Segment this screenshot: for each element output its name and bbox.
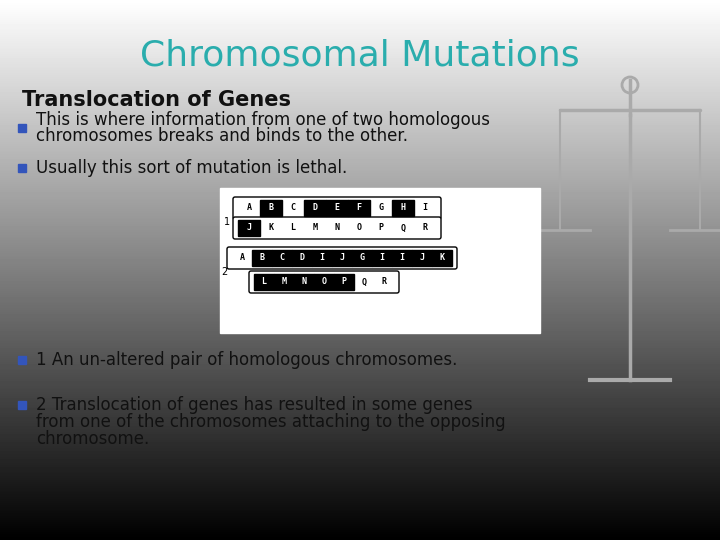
Text: N: N xyxy=(302,278,307,287)
Text: Chromosomal Mutations: Chromosomal Mutations xyxy=(140,38,580,72)
Bar xyxy=(372,250,392,266)
Text: G: G xyxy=(359,253,364,262)
Text: This is where information from one of two homologous: This is where information from one of tw… xyxy=(36,111,490,129)
Bar xyxy=(254,274,274,290)
Bar xyxy=(304,200,326,216)
Text: 1 An un-altered pair of homologous chromosomes.: 1 An un-altered pair of homologous chrom… xyxy=(36,351,457,369)
Text: 2 Translocation of genes has resulted in some genes: 2 Translocation of genes has resulted in… xyxy=(36,396,472,414)
FancyBboxPatch shape xyxy=(233,197,441,219)
Text: 2: 2 xyxy=(221,267,227,277)
Text: 1: 1 xyxy=(224,217,230,227)
Bar xyxy=(392,200,414,216)
Text: chromosomes breaks and binds to the other.: chromosomes breaks and binds to the othe… xyxy=(36,127,408,145)
Text: I: I xyxy=(400,253,405,262)
Bar xyxy=(260,200,282,216)
Text: I: I xyxy=(423,204,428,213)
Bar xyxy=(334,274,354,290)
Text: C: C xyxy=(279,253,284,262)
Text: O: O xyxy=(356,224,361,233)
Text: E: E xyxy=(335,204,340,213)
Text: N: N xyxy=(335,224,340,233)
FancyBboxPatch shape xyxy=(233,217,441,239)
Bar xyxy=(332,250,352,266)
Text: D: D xyxy=(312,204,318,213)
Bar xyxy=(314,274,334,290)
Text: M: M xyxy=(282,278,287,287)
Bar xyxy=(294,274,314,290)
Text: O: O xyxy=(322,278,326,287)
Text: K: K xyxy=(439,253,444,262)
Bar xyxy=(238,220,260,236)
Text: D: D xyxy=(300,253,305,262)
Bar xyxy=(432,250,452,266)
Text: F: F xyxy=(356,204,361,213)
Text: K: K xyxy=(269,224,274,233)
Text: R: R xyxy=(382,278,387,287)
Text: from one of the chromosomes attaching to the opposing: from one of the chromosomes attaching to… xyxy=(36,413,505,431)
Bar xyxy=(392,250,412,266)
Text: L: L xyxy=(261,278,266,287)
Bar xyxy=(352,250,372,266)
Text: P: P xyxy=(379,224,384,233)
Bar xyxy=(412,250,432,266)
Bar xyxy=(348,200,370,216)
Bar xyxy=(18,401,26,409)
Bar xyxy=(18,124,26,132)
Text: Q: Q xyxy=(400,224,405,233)
Bar xyxy=(274,274,294,290)
FancyBboxPatch shape xyxy=(249,271,399,293)
Text: J: J xyxy=(420,253,425,262)
Text: G: G xyxy=(379,204,384,213)
Text: L: L xyxy=(290,224,295,233)
Text: A: A xyxy=(240,253,245,262)
Text: Translocation of Genes: Translocation of Genes xyxy=(22,90,291,110)
Text: I: I xyxy=(320,253,325,262)
Text: B: B xyxy=(259,253,264,262)
Bar xyxy=(18,356,26,364)
Bar xyxy=(292,250,312,266)
Bar xyxy=(272,250,292,266)
Text: H: H xyxy=(400,204,405,213)
Text: Q: Q xyxy=(361,278,366,287)
Text: C: C xyxy=(290,204,295,213)
Text: A: A xyxy=(246,204,251,213)
Text: B: B xyxy=(269,204,274,213)
Text: J: J xyxy=(340,253,344,262)
Bar xyxy=(252,250,272,266)
Text: chromosome.: chromosome. xyxy=(36,430,149,448)
Text: R: R xyxy=(423,224,428,233)
Text: I: I xyxy=(379,253,384,262)
FancyBboxPatch shape xyxy=(227,247,457,269)
Bar xyxy=(326,200,348,216)
Bar xyxy=(18,164,26,172)
Text: P: P xyxy=(341,278,346,287)
Bar xyxy=(220,188,540,333)
Text: M: M xyxy=(312,224,318,233)
Text: J: J xyxy=(246,224,251,233)
Text: Usually this sort of mutation is lethal.: Usually this sort of mutation is lethal. xyxy=(36,159,347,177)
Bar xyxy=(312,250,332,266)
